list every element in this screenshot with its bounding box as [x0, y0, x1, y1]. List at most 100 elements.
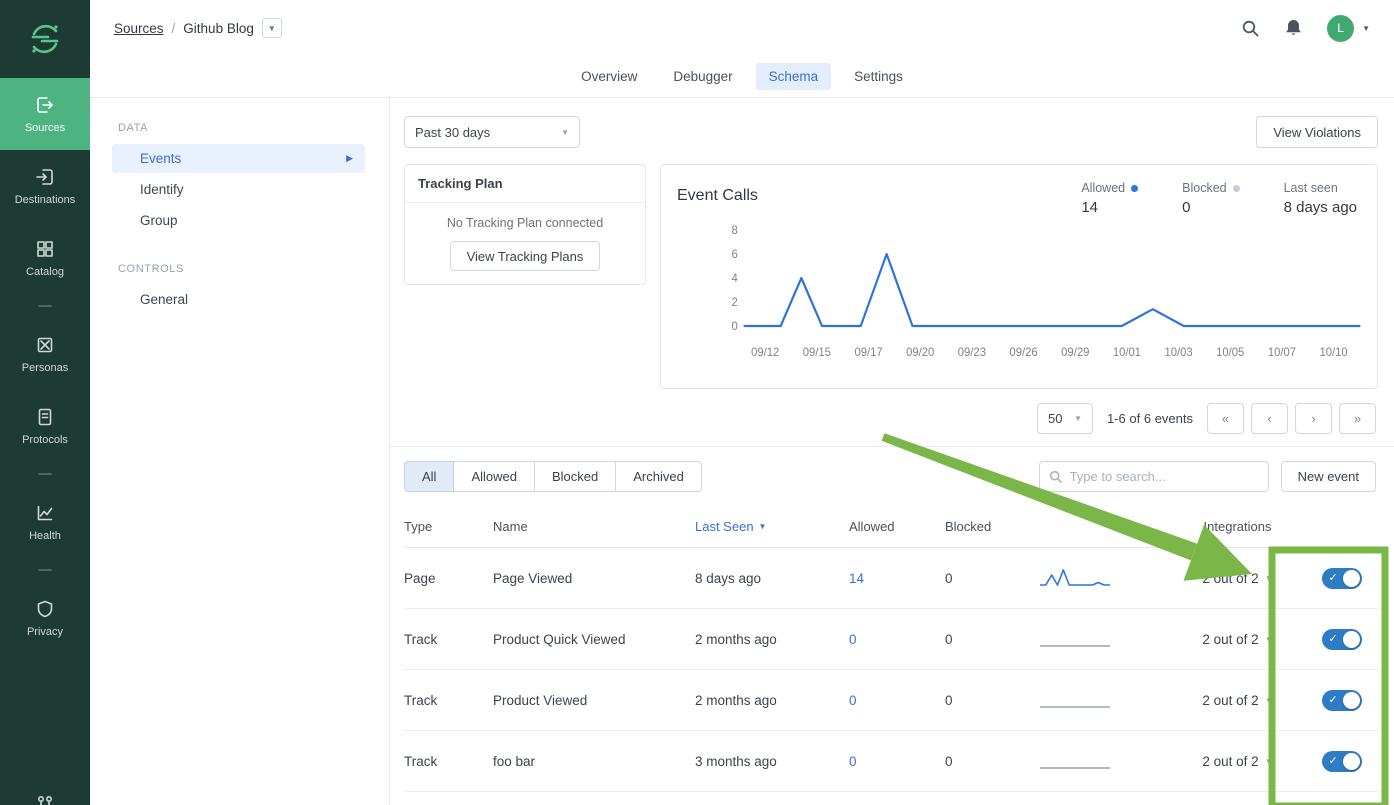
blocked-dot-icon [1232, 184, 1240, 192]
sidebar-item-destinations[interactable]: Destinations [0, 150, 90, 222]
first-page-button[interactable]: « [1207, 403, 1244, 434]
sidebar-item-sources[interactable]: Sources [0, 78, 90, 150]
event-name: Product Quick Viewed [493, 631, 626, 647]
stat-allowed-value: 14 [1081, 199, 1099, 216]
subnav-item-group[interactable]: Group [112, 206, 365, 235]
event-type: Track [404, 753, 438, 769]
sidebar-item-personas[interactable]: Personas [0, 318, 90, 390]
protocols-icon [38, 408, 52, 425]
next-page-button[interactable]: › [1295, 403, 1332, 434]
table-row: Track Product Viewed 2 months ago 0 0 2 … [404, 670, 1378, 731]
svg-text:09/20: 09/20 [906, 347, 934, 359]
sidebar-item-health[interactable]: Health [0, 486, 90, 558]
filter-tab-allowed[interactable]: Allowed [453, 461, 535, 492]
col-allowed: Allowed [849, 519, 895, 534]
privacy-icon [37, 600, 53, 617]
search-icon[interactable] [1241, 19, 1260, 38]
col-last-seen-sort[interactable]: Last Seen ▼ [695, 519, 767, 534]
event-calls-card: Event Calls Allowed 14 Blocked 0 [660, 164, 1378, 389]
subnav-item-events[interactable]: Events ▶ [112, 144, 365, 173]
event-filter-row: All Allowed Blocked Archived New event [404, 447, 1378, 492]
tab-settings[interactable]: Settings [854, 69, 903, 84]
sidebar-item-label: Personas [21, 361, 69, 374]
table-row: Track Product Quick Viewed 2 months ago … [404, 609, 1378, 670]
svg-text:09/26: 09/26 [1009, 347, 1037, 359]
event-allowed-count[interactable]: 0 [849, 692, 857, 708]
chevron-down-icon: ▼ [1264, 695, 1273, 705]
chevron-down-icon: ▼ [1264, 573, 1273, 583]
event-blocked-count: 0 [945, 631, 953, 647]
event-enabled-toggle[interactable]: ✓ [1321, 628, 1362, 650]
search-input[interactable] [1069, 469, 1259, 484]
branch-icon [37, 795, 53, 805]
event-integrations[interactable]: 2 out of 2 ▼ [1202, 570, 1273, 586]
user-menu[interactable]: L ▼ [1327, 14, 1370, 42]
tab-overview[interactable]: Overview [581, 69, 638, 84]
sidebar-item-protocols[interactable]: Protocols [0, 390, 90, 462]
event-allowed-count[interactable]: 0 [849, 753, 857, 769]
filter-tab-blocked[interactable]: Blocked [533, 461, 617, 492]
sidebar-item-label: Catalog [26, 265, 64, 278]
prev-page-button[interactable]: ‹ [1251, 403, 1288, 434]
event-calls-chart: 0 2 4 6 8 09/12 09/15 09/17 09/20 09/23 09/26 09/29… [731, 225, 1361, 359]
event-integrations[interactable]: 2 out of 2 ▼ [1202, 631, 1273, 647]
col-integrations: Integrations [1203, 519, 1272, 534]
filter-tab-archived[interactable]: Archived [615, 461, 702, 492]
event-last-seen: 8 days ago [695, 570, 762, 586]
breadcrumb-sources-link[interactable]: Sources [114, 20, 164, 36]
event-enabled-toggle[interactable]: ✓ [1321, 750, 1362, 772]
tab-debugger[interactable]: Debugger [673, 69, 733, 84]
new-event-button[interactable]: New event [1280, 461, 1376, 492]
breadcrumb-separator: / [171, 20, 176, 36]
date-range-select[interactable]: Past 30 days ▼ [404, 116, 580, 148]
destinations-icon [36, 168, 53, 185]
source-tabbar: Overview Debugger Schema Settings [90, 56, 1394, 98]
subnav-item-identify[interactable]: Identify [112, 175, 365, 204]
subnav-item-label: General [140, 292, 189, 307]
svg-text:10/01: 10/01 [1113, 347, 1141, 359]
event-enabled-toggle[interactable]: ✓ [1321, 567, 1362, 589]
subnav-item-label: Identify [140, 182, 184, 197]
tracking-plan-title: Tracking Plan [405, 165, 645, 203]
event-last-seen: 2 months ago [695, 631, 777, 647]
event-type: Page [404, 570, 436, 586]
subnav-item-label: Group [140, 213, 178, 228]
last-page-button[interactable]: » [1339, 403, 1376, 434]
table-row: Page Page Viewed 8 days ago 14 0 2 out o… [404, 548, 1378, 609]
event-blocked-count: 0 [945, 692, 953, 708]
filter-tab-all[interactable]: All [404, 461, 455, 492]
personas-icon [37, 337, 53, 352]
stat-blocked: Blocked 0 [1182, 181, 1240, 216]
topbar-actions: L ▼ [1241, 14, 1370, 42]
page-size-select[interactable]: 50 ▼ [1037, 403, 1093, 434]
event-name: foo bar [493, 753, 536, 769]
sidebar-item-label: Privacy [26, 625, 64, 638]
svg-text:09/12: 09/12 [751, 347, 779, 359]
event-integrations[interactable]: 2 out of 2 ▼ [1202, 753, 1273, 769]
svg-text:10/10: 10/10 [1320, 347, 1348, 359]
chart-stats: Allowed 14 Blocked 0 Last seen 8 days ag… [1081, 181, 1363, 216]
event-blocked-count: 0 [945, 570, 953, 586]
sidebar-item-catalog[interactable]: Catalog [0, 222, 90, 294]
sidebar-item-privacy[interactable]: Privacy [0, 582, 90, 654]
source-switcher-button[interactable]: ▼ [261, 18, 282, 38]
event-enabled-toggle[interactable]: ✓ [1321, 689, 1362, 711]
view-violations-button[interactable]: View Violations [1256, 116, 1378, 148]
col-type: Type [404, 519, 433, 534]
allowed-dot-icon [1131, 184, 1139, 192]
tab-schema[interactable]: Schema [755, 63, 832, 90]
svg-text:09/17: 09/17 [855, 347, 883, 359]
event-integrations[interactable]: 2 out of 2 ▼ [1202, 692, 1273, 708]
subnav-item-general[interactable]: General [112, 285, 365, 314]
chevron-right-icon: ▶ [346, 153, 353, 163]
subnav-heading-controls: CONTROLS [118, 263, 184, 275]
bell-icon[interactable] [1284, 18, 1303, 38]
event-allowed-count[interactable]: 0 [849, 631, 857, 647]
event-search [1038, 461, 1269, 492]
segment-logo[interactable] [0, 0, 90, 78]
sidebar-item-label: Protocols [22, 433, 68, 446]
view-tracking-plans-button[interactable]: View Tracking Plans [449, 241, 601, 271]
event-allowed-count[interactable]: 14 [849, 570, 865, 586]
sidebar-bottom-item[interactable] [35, 794, 55, 805]
